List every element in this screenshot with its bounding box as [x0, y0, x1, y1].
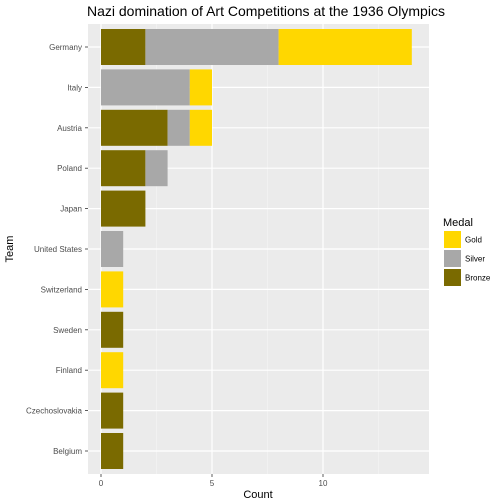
bars [101, 29, 412, 469]
bar-bronze-sweden [101, 311, 124, 348]
bar-silver-austria [167, 109, 190, 146]
y-tick-label: Czechoslovakia [26, 407, 83, 416]
legend-label-gold: Gold [465, 236, 482, 245]
bar-bronze-germany [101, 29, 146, 65]
x-axis-ticks: 0 5 10 [99, 474, 328, 488]
y-tick-label: Poland [57, 164, 82, 173]
legend-swatch-silver [444, 250, 461, 267]
y-tick-label: Switzerland [41, 285, 82, 294]
legend-label-silver: Silver [465, 255, 485, 264]
x-tick-label: 0 [99, 479, 104, 488]
y-tick-label: Sweden [53, 326, 82, 335]
y-axis-ticks: Germany Italy Austria Poland Japan United Sta… [26, 43, 88, 456]
bar-silver-germany [145, 29, 279, 65]
x-tick-label: 10 [319, 479, 328, 488]
bar-bronze-czechoslovakia [101, 392, 124, 429]
bar-silver-poland [145, 150, 168, 187]
bar-gold-italy [189, 69, 212, 106]
y-tick-label: United States [34, 245, 82, 254]
legend-label-bronze: Bronze [465, 274, 491, 283]
bar-silver-united-states [101, 231, 124, 267]
x-tick-label: 5 [210, 479, 215, 488]
y-tick-label: Belgium [53, 447, 82, 456]
legend-swatch-bronze [444, 269, 461, 286]
y-tick-label: Italy [67, 83, 82, 92]
y-tick-label: Germany [49, 43, 82, 52]
legend: Medal Gold Silver Bronze [443, 217, 491, 286]
y-tick-label: Austria [57, 124, 82, 133]
bar-gold-germany [278, 29, 412, 65]
chart-title: Nazi domination of Art Competitions at t… [87, 3, 445, 19]
y-axis-title: Team [4, 236, 16, 263]
legend-title: Medal [443, 217, 473, 229]
bar-silver-italy [101, 69, 190, 106]
x-axis-title: Count [243, 489, 272, 501]
bar-bronze-belgium [101, 433, 124, 469]
bar-gold-austria [189, 109, 212, 146]
legend-swatch-gold [444, 231, 461, 248]
bar-bronze-japan [101, 190, 146, 227]
bar-bronze-austria [101, 109, 168, 146]
bar-gold-switzerland [101, 271, 124, 308]
y-tick-label: Finland [56, 366, 82, 375]
bar-bronze-poland [101, 150, 146, 187]
bar-gold-finland [101, 352, 124, 389]
y-tick-label: Japan [60, 205, 82, 214]
